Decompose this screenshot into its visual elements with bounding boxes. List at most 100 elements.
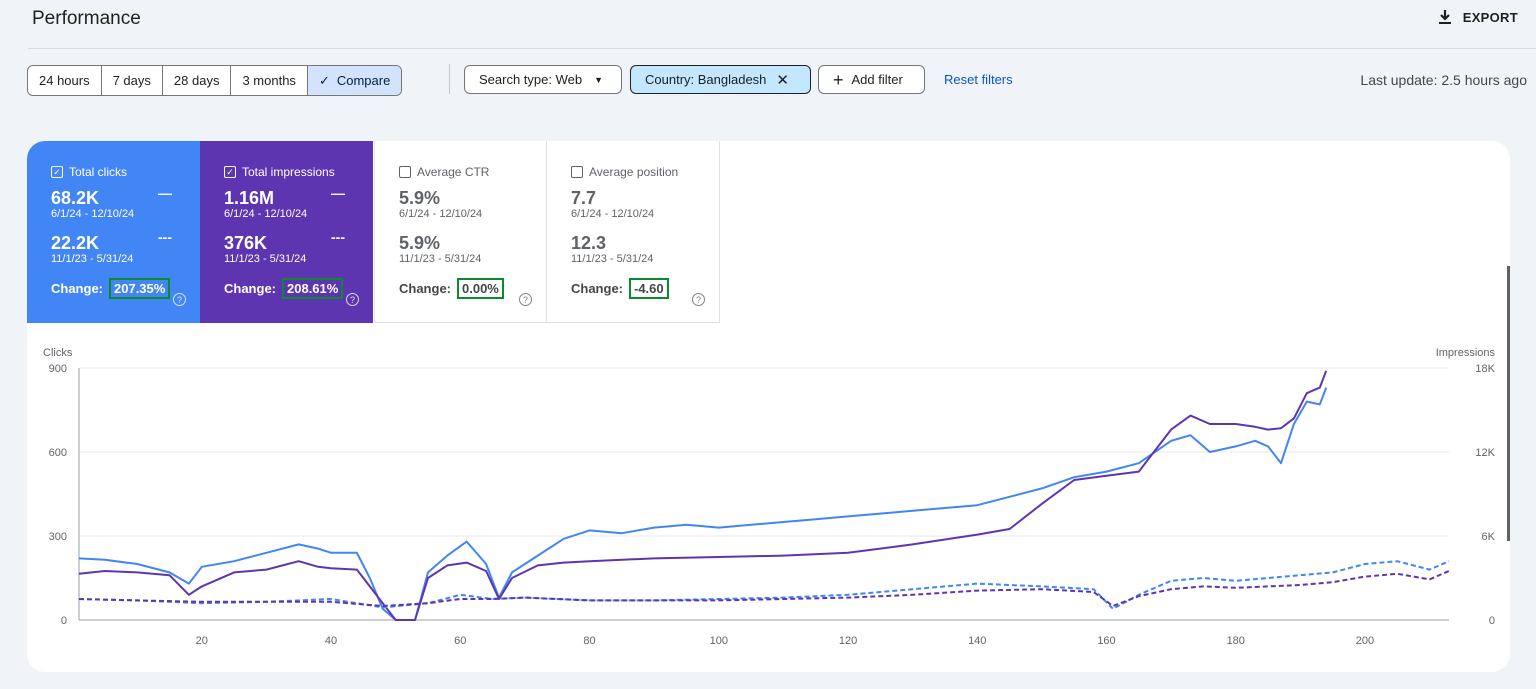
metric-label: Total clicks: [69, 165, 128, 179]
y-axis-right-label: Impressions: [1436, 347, 1496, 359]
metric-date-current: 6/1/24 - 12/10/24: [51, 208, 135, 220]
dashed-line-legend-icon: ---: [331, 229, 345, 245]
scrollbar[interactable]: [1507, 266, 1510, 541]
solid-line-legend-icon: —: [331, 185, 345, 201]
search-type-label: Search type: Web: [479, 72, 583, 87]
export-button[interactable]: EXPORT: [1437, 9, 1518, 25]
checkbox-checked-icon[interactable]: ✓: [224, 166, 236, 178]
change-label: Change:: [51, 281, 103, 296]
y-tick-left: 600: [49, 447, 67, 459]
change-label: Change:: [399, 281, 451, 296]
x-tick: 60: [454, 635, 466, 647]
metric-total-clicks[interactable]: ✓ Total clicks 68.2K 6/1/24 - 12/10/24 22…: [27, 141, 200, 323]
change-label: Change:: [224, 281, 276, 296]
y-tick-left: 900: [49, 363, 67, 375]
check-icon: ✓: [318, 73, 330, 88]
metric-change: Change: 207.35%: [51, 278, 171, 299]
range-compare[interactable]: ✓ Compare: [307, 66, 402, 95]
y-tick-left: 300: [49, 531, 67, 543]
x-tick: 140: [968, 635, 986, 647]
metric-change: Change: 208.61%: [224, 278, 344, 299]
metric-value-current: 5.9%: [399, 188, 441, 208]
metric-date-current: 6/1/24 - 12/10/24: [571, 208, 655, 220]
metric-date-previous: 11/1/23 - 5/31/24: [399, 253, 482, 265]
change-value: 208.61%: [282, 278, 344, 299]
y-tick-right: 6K: [1482, 531, 1496, 543]
change-value: 207.35%: [109, 278, 171, 299]
x-tick: 40: [325, 635, 337, 647]
y-tick-right: 12K: [1475, 447, 1495, 459]
metric-label: Total impressions: [242, 165, 335, 179]
dashed-line-legend-icon: ---: [158, 229, 172, 245]
metric-value-previous: 12.3: [571, 233, 607, 253]
header-divider: [28, 48, 1536, 49]
plus-icon: +: [833, 69, 844, 90]
checkbox-unchecked-icon[interactable]: [399, 166, 411, 178]
change-value: -4.60: [629, 278, 669, 299]
metric-value-current: 1.16M: [224, 188, 275, 208]
date-range-group: 24 hours 7 days 28 days 3 months ✓ Compar…: [27, 65, 403, 96]
y-axis-left-label: Clicks: [43, 347, 73, 359]
metric-date-current: 6/1/24 - 12/10/24: [224, 208, 308, 220]
metric-average-position[interactable]: Average position 7.7 6/1/24 - 12/10/24 1…: [547, 141, 720, 323]
metric-value-current: 68.2K: [51, 188, 100, 208]
y-tick-right: 0: [1489, 615, 1495, 627]
last-update-text: Last update: 2.5 hours ago: [1360, 72, 1527, 88]
checkbox-checked-icon[interactable]: ✓: [51, 166, 63, 178]
range-compare-label: Compare: [336, 73, 391, 88]
x-tick: 100: [710, 635, 728, 647]
series-line-clicks_current: [78, 387, 1328, 621]
metric-date-previous: 11/1/23 - 5/31/24: [51, 253, 134, 265]
add-filter-button[interactable]: + Add filter: [818, 65, 925, 94]
help-icon[interactable]: ?: [519, 293, 532, 306]
x-tick: 200: [1356, 635, 1374, 647]
solid-line-legend-icon: —: [158, 185, 172, 201]
x-tick: 80: [583, 635, 595, 647]
range-3-months[interactable]: 3 months: [231, 66, 308, 95]
series-line-impressions_current: [78, 370, 1328, 621]
y-tick-left: 0: [61, 615, 67, 627]
x-tick: 20: [196, 635, 208, 647]
metric-date-previous: 11/1/23 - 5/31/24: [224, 253, 307, 265]
reset-filters-link[interactable]: Reset filters: [944, 72, 1013, 87]
country-filter-chip[interactable]: Country: Bangladesh ✕: [630, 65, 811, 94]
series-line-impressions_previous: [78, 570, 1450, 607]
metric-change: Change: 0.00%: [399, 278, 504, 299]
metric-label: Average CTR: [417, 165, 490, 179]
page-title: Performance: [32, 8, 141, 29]
metric-value-current: 7.7: [571, 188, 597, 208]
help-icon[interactable]: ?: [346, 293, 359, 306]
range-24-hours[interactable]: 24 hours: [28, 66, 102, 95]
checkbox-unchecked-icon[interactable]: [571, 166, 583, 178]
metric-total-impressions[interactable]: ✓ Total impressions 1.16M 6/1/24 - 12/10/…: [200, 141, 373, 323]
y-tick-right: 18K: [1475, 363, 1495, 375]
download-icon: [1438, 10, 1451, 24]
range-28-days[interactable]: 28 days: [163, 66, 232, 95]
change-value: 0.00%: [457, 278, 504, 299]
add-filter-label: Add filter: [851, 72, 903, 87]
metric-value-previous: 376K: [224, 233, 268, 253]
country-filter-label: Country: Bangladesh: [645, 72, 767, 87]
export-label: EXPORT: [1462, 9, 1518, 25]
caret-down-icon: ▼: [594, 74, 604, 85]
x-tick: 160: [1097, 635, 1115, 647]
help-icon[interactable]: ?: [692, 293, 705, 306]
metric-label: Average position: [589, 165, 679, 179]
metric-average-ctr[interactable]: Average CTR 5.9% 6/1/24 - 12/10/24 5.9% …: [374, 141, 547, 323]
series-line-clicks_previous: [78, 560, 1450, 610]
metric-value-previous: 22.2K: [51, 233, 100, 253]
change-label: Change:: [571, 281, 623, 296]
metric-change: Change: -4.60: [571, 278, 669, 299]
close-icon[interactable]: ✕: [776, 71, 789, 89]
x-tick: 120: [839, 635, 857, 647]
metric-date-current: 6/1/24 - 12/10/24: [399, 208, 483, 220]
performance-chart[interactable]: Clicks Impressions 0 0 300 6K 600 12K 900 18K 20…: [27, 336, 1510, 672]
search-type-dropdown[interactable]: Search type: Web ▼: [464, 65, 622, 94]
help-icon[interactable]: ?: [173, 293, 186, 306]
range-7-days[interactable]: 7 days: [102, 66, 163, 95]
metric-date-previous: 11/1/23 - 5/31/24: [571, 253, 654, 265]
toolbar-separator: [449, 64, 450, 94]
metric-value-previous: 5.9%: [399, 233, 441, 253]
performance-card: ✓ Total clicks 68.2K 6/1/24 - 12/10/24 22…: [27, 141, 1510, 672]
x-tick: 180: [1227, 635, 1245, 647]
